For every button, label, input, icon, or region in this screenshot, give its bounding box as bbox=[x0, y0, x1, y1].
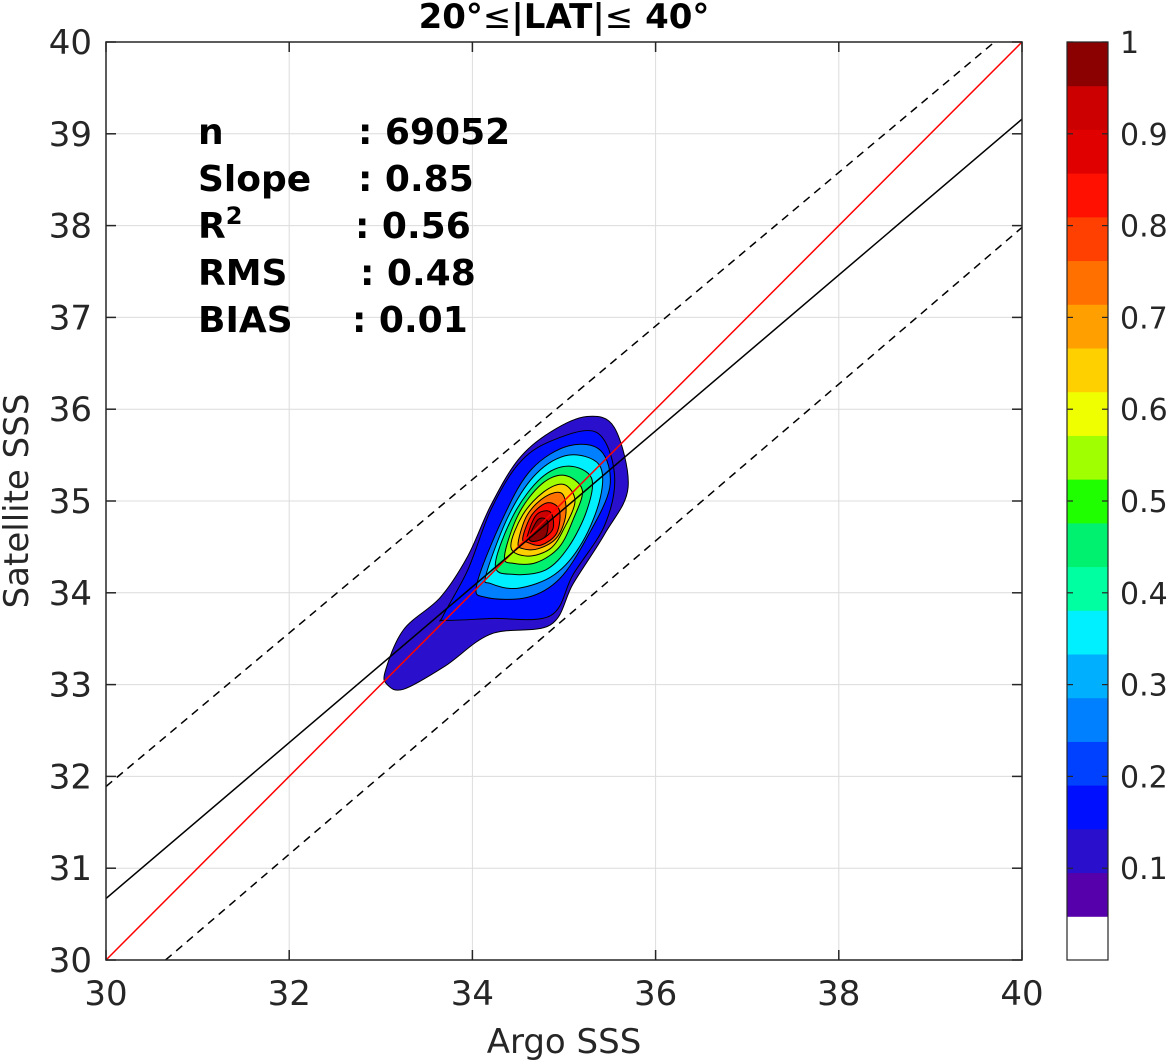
fit-line bbox=[106, 118, 1022, 900]
y-tick-label: 40 bbox=[49, 23, 92, 63]
y-tick-label: 36 bbox=[49, 390, 92, 430]
colorbar-segment bbox=[1067, 348, 1108, 393]
colorbar-segment bbox=[1067, 610, 1108, 655]
stat-label: BIAS bbox=[198, 300, 293, 341]
colorbar-segment bbox=[1067, 785, 1108, 830]
colorbar-segment bbox=[1067, 42, 1108, 87]
stat-value: : 0.01 bbox=[352, 300, 468, 341]
colorbar-tick-label: 0.9 bbox=[1120, 118, 1168, 153]
x-tick-label: 30 bbox=[84, 974, 127, 1014]
colorbar-tick-label: 0.5 bbox=[1120, 485, 1168, 520]
colorbar-segment bbox=[1067, 260, 1108, 305]
y-tick-label: 39 bbox=[49, 115, 92, 155]
title-part-5: 40° bbox=[633, 0, 709, 37]
stat-label: RMS bbox=[198, 253, 287, 294]
y-tick-label: 32 bbox=[49, 757, 92, 797]
stat-value: : 0.48 bbox=[360, 253, 476, 294]
y-tick-label: 37 bbox=[49, 298, 92, 338]
colorbar-segment bbox=[1067, 479, 1108, 524]
colorbar-segment bbox=[1067, 216, 1108, 262]
x-tick-label: 36 bbox=[634, 974, 677, 1014]
title-part-2: ≤ bbox=[483, 0, 512, 37]
x-tick-label: 40 bbox=[1000, 974, 1043, 1014]
y-tick-label: 31 bbox=[49, 849, 92, 889]
colorbar-segment bbox=[1067, 741, 1108, 786]
colorbar-segment bbox=[1067, 916, 1108, 961]
y-tick-label: 33 bbox=[49, 666, 92, 706]
stat-label: Slope bbox=[198, 159, 311, 200]
colorbar: 0.1 0.2 0.3 0.4 0.5 0.6 0.7 0.8 0.9 1 bbox=[1066, 26, 1168, 961]
title-part-3: |LAT| bbox=[511, 0, 604, 37]
colorbar-tick-label: 0.6 bbox=[1120, 393, 1168, 428]
colorbar-segment bbox=[1067, 654, 1108, 699]
grid-lines bbox=[106, 42, 1022, 960]
colorbar-segment bbox=[1067, 566, 1108, 611]
colorbar-tick-label: 0.4 bbox=[1120, 577, 1168, 612]
x-tick-label: 34 bbox=[451, 974, 494, 1014]
colorbar-segment bbox=[1067, 173, 1108, 218]
colorbar-segment bbox=[1067, 304, 1108, 349]
colorbar-segment bbox=[1067, 391, 1108, 436]
stat-value: : 0.56 bbox=[355, 206, 471, 247]
one-to-one-line bbox=[106, 42, 1022, 960]
colorbar-tick-label: 0.7 bbox=[1120, 301, 1168, 336]
colorbar-segment bbox=[1067, 435, 1108, 480]
colorbar-segment bbox=[1067, 872, 1108, 917]
title-part-1: 20° bbox=[419, 0, 483, 37]
x-axis-label: Argo SSS bbox=[487, 1022, 642, 1062]
stat-value: : 69052 bbox=[358, 112, 510, 153]
chart-title: 20°≤|LAT|≤ 40° bbox=[419, 0, 710, 37]
colorbar-tick-label: 0.8 bbox=[1120, 210, 1168, 245]
colorbar-segment bbox=[1067, 85, 1108, 130]
title-part-4: ≤ bbox=[605, 0, 634, 37]
axis-ticks: 30 32 34 36 38 40 30 31 32 33 34 35 36 37 38 39 40 bbox=[49, 23, 1044, 1014]
stat-label: n bbox=[198, 112, 224, 153]
stat-value: : 0.85 bbox=[358, 159, 474, 200]
x-tick-label: 38 bbox=[817, 974, 860, 1014]
colorbar-tick-label: 1 bbox=[1120, 26, 1139, 61]
colorbar-segment bbox=[1067, 828, 1108, 874]
density-contours bbox=[383, 415, 629, 691]
y-axis-label: Satellite SSS bbox=[0, 394, 37, 609]
colorbar-tick-label: 0.3 bbox=[1120, 669, 1168, 704]
y-tick-label: 38 bbox=[49, 207, 92, 247]
colorbar-tick-label: 0.2 bbox=[1120, 760, 1168, 795]
colorbar-tick-label: 0.1 bbox=[1120, 852, 1168, 887]
colorbar-segment bbox=[1067, 522, 1108, 568]
colorbar-segment bbox=[1067, 697, 1108, 742]
reference-lines bbox=[106, 42, 1022, 960]
y-tick-label: 35 bbox=[49, 482, 92, 522]
lower-bound-line bbox=[165, 226, 1022, 960]
upper-bound-line bbox=[106, 42, 996, 788]
y-tick-label: 34 bbox=[49, 574, 92, 614]
y-tick-label: 30 bbox=[49, 941, 92, 981]
x-tick-label: 32 bbox=[268, 974, 311, 1014]
colorbar-segment bbox=[1067, 129, 1108, 174]
